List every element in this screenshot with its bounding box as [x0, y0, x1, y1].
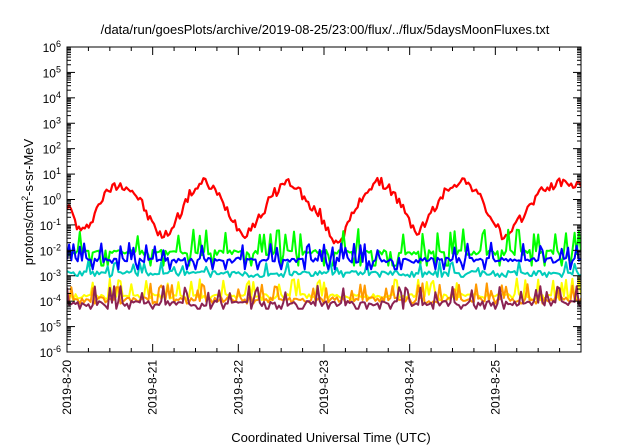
y-tick-label-exp: 1: [56, 166, 61, 176]
y-tick-label-12: 10-6: [40, 344, 61, 360]
y-tick-label-base: 10: [43, 66, 57, 80]
y-tick-label-11: 10-5: [40, 319, 61, 335]
y-tick-label-exp: 3: [56, 115, 61, 125]
x-tick-label-3: 2019-8-23: [317, 360, 331, 415]
y-tick-label-exp: 2: [56, 141, 61, 151]
y-tick-label-6: 100: [43, 192, 61, 208]
y-tick-label-exp: 6: [56, 39, 61, 49]
y-tick-label-base: 10: [43, 117, 57, 131]
y-tick-label-9: 10-3: [40, 268, 61, 284]
y-tick-label-exp: -5: [53, 319, 61, 329]
y-tick-label-base: 10: [43, 168, 57, 182]
y-tick-label-base: 10: [40, 346, 54, 360]
y-tick-label-4: 102: [43, 141, 61, 157]
x-tick-label-4: 2019-8-24: [403, 360, 417, 415]
y-tick-label-1: 105: [43, 64, 61, 80]
y-tick-label-3: 103: [43, 115, 61, 131]
y-tick-label-exp: 5: [56, 64, 61, 74]
y-tick-label-base: 10: [40, 219, 54, 233]
y-axis-label-sup: 2: [20, 196, 30, 201]
y-tick-label-10: 10-4: [40, 293, 61, 309]
y-tick-label-exp: -4: [53, 293, 61, 303]
y-axis-label: protons/cm2-s-sr-MeV: [20, 138, 36, 265]
y-tick-label-0: 106: [43, 39, 61, 55]
chart-title: /data/run/goesPlots/archive/2019-08-25/2…: [101, 22, 550, 37]
y-axis-label-pre: protons/cm: [21, 201, 36, 265]
x-tick-label-1: 2019-8-21: [146, 360, 160, 415]
y-tick-label-exp: -6: [53, 344, 61, 354]
y-tick-label-exp: -1: [53, 217, 61, 227]
y-axis-label-post: -s-sr-MeV: [21, 138, 36, 195]
y-tick-label-exp: 0: [56, 192, 61, 202]
series-line-4: [67, 277, 581, 302]
y-tick-label-7: 10-1: [40, 217, 61, 233]
series-line-2: [67, 259, 581, 278]
series-line-0: [67, 176, 581, 245]
y-tick-label-base: 10: [40, 321, 54, 335]
series-line-1: [67, 228, 581, 267]
series-group: [67, 176, 581, 310]
y-tick-label-base: 10: [43, 143, 57, 157]
y-tick-label-base: 10: [40, 295, 54, 309]
series-line-6: [67, 284, 581, 310]
y-tick-label-base: 10: [43, 41, 57, 55]
x-tick-label-2: 2019-8-22: [231, 360, 245, 415]
y-tick-label-base: 10: [40, 270, 54, 284]
y-tick-label-base: 10: [40, 244, 54, 258]
series-line-3: [67, 241, 581, 271]
y-tick-label-exp: -3: [53, 268, 61, 278]
x-tick-label-0: 2019-8-20: [60, 360, 74, 415]
x-tick-label-5: 2019-8-25: [488, 360, 502, 415]
y-tick-label-5: 101: [43, 166, 61, 182]
y-tick-label-8: 10-2: [40, 242, 61, 258]
y-tick-label-base: 10: [43, 92, 57, 106]
y-tick-label-2: 104: [43, 90, 61, 106]
x-axis-label: Coordinated Universal Time (UTC): [231, 430, 430, 445]
y-tick-label-exp: -2: [53, 242, 61, 252]
y-tick-label-exp: 4: [56, 90, 61, 100]
plot-area: 10610510410310210110010-110-210-310-410-…: [40, 39, 582, 415]
y-tick-label-base: 10: [43, 194, 57, 208]
